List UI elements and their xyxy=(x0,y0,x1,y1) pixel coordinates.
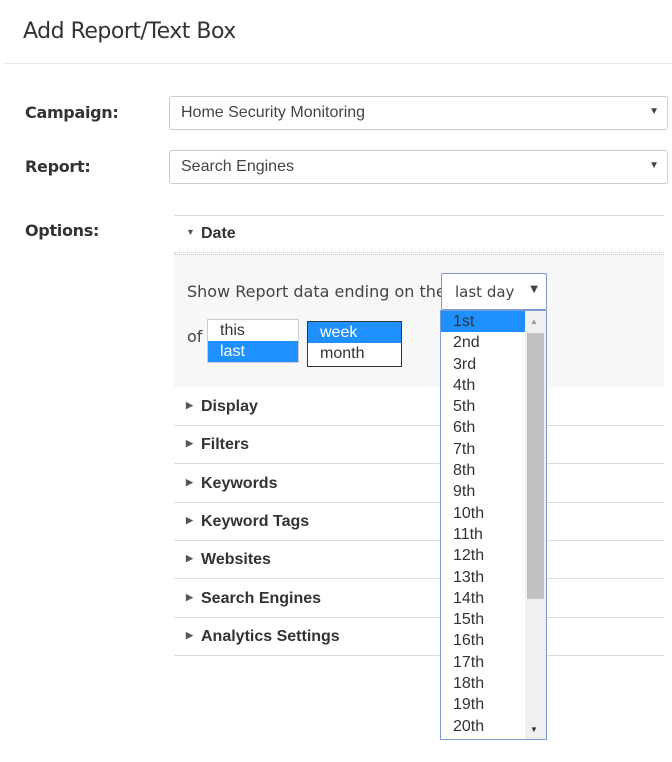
of-text: of xyxy=(187,327,203,346)
section-display-header[interactable]: ▶ Display xyxy=(174,388,664,426)
section-keyword-tags-header[interactable]: ▶ Keyword Tags xyxy=(174,503,664,541)
section-title: Keyword Tags xyxy=(201,512,310,530)
section-keywords-header[interactable]: ▶ Keywords xyxy=(174,465,664,503)
dropdown-scrollbar[interactable]: ▲ ▼ xyxy=(525,311,546,739)
day-option[interactable]: 10th xyxy=(453,504,485,522)
period-option-last[interactable]: last xyxy=(208,341,298,362)
day-option[interactable]: 18th xyxy=(453,675,485,693)
section-title: Websites xyxy=(201,551,271,569)
day-option[interactable]: 3rd xyxy=(453,355,477,373)
day-option[interactable]: 7th xyxy=(453,440,476,458)
day-option[interactable]: 12th xyxy=(453,547,485,565)
section-search-engines-header[interactable]: ▶ Search Engines xyxy=(174,580,664,618)
caret-right-icon: ▶ xyxy=(186,591,193,602)
section-analytics-settings-header[interactable]: ▶ Analytics Settings xyxy=(174,618,664,656)
campaign-label: Campaign: xyxy=(25,103,119,122)
day-option[interactable]: 14th xyxy=(453,589,485,607)
caret-right-icon: ▶ xyxy=(186,438,193,449)
day-option[interactable]: 4th xyxy=(453,376,476,394)
date-section-body: Show Report data ending on the last day ▼… xyxy=(174,254,664,387)
unit-listbox[interactable]: week month xyxy=(307,321,402,367)
day-option[interactable]: 5th xyxy=(453,398,476,416)
scroll-up-icon[interactable]: ▲ xyxy=(530,317,538,326)
chevron-down-icon: ▼ xyxy=(649,160,659,171)
accordion-top-border xyxy=(174,215,664,216)
section-title: Filters xyxy=(201,436,250,454)
section-title: Display xyxy=(201,398,258,415)
caret-right-icon: ▶ xyxy=(186,553,193,564)
ending-day-value: last day xyxy=(455,283,515,301)
day-option[interactable]: 16th xyxy=(453,632,485,650)
section-title: Date xyxy=(201,225,236,242)
day-option[interactable]: 17th xyxy=(453,653,485,671)
date-text: Show Report data ending on the xyxy=(187,282,446,301)
day-option[interactable]: 11th xyxy=(453,525,483,543)
day-option[interactable]: 13th xyxy=(453,568,485,586)
day-option[interactable]: 9th xyxy=(453,483,476,501)
period-option-this[interactable]: this xyxy=(220,322,245,339)
day-option[interactable]: 6th xyxy=(453,419,476,437)
scrollbar-thumb[interactable] xyxy=(527,333,544,599)
dialog-header: Add Report/Text Box xyxy=(4,0,672,64)
caret-right-icon: ▶ xyxy=(186,514,193,525)
unit-option-month[interactable]: month xyxy=(320,345,365,362)
day-option[interactable]: 1st xyxy=(441,311,525,333)
section-title: Keywords xyxy=(201,474,278,492)
caret-down-icon: ▼ xyxy=(186,227,195,237)
caret-right-icon: ▶ xyxy=(186,476,193,487)
dialog-title: Add Report/Text Box xyxy=(23,19,236,44)
section-title: Search Engines xyxy=(201,589,322,607)
section-title: Analytics Settings xyxy=(201,627,340,645)
scroll-down-icon[interactable]: ▼ xyxy=(530,725,538,734)
day-option[interactable]: 20th xyxy=(453,717,485,735)
campaign-select[interactable]: Home Security Monitoring ▼ xyxy=(169,96,668,130)
caret-right-icon: ▶ xyxy=(186,629,193,640)
caret-right-icon: ▶ xyxy=(186,400,193,410)
chevron-down-icon: ▼ xyxy=(649,106,659,117)
options-label: Options: xyxy=(25,221,100,240)
section-filters-header[interactable]: ▶ Filters xyxy=(174,426,664,465)
day-option[interactable]: 15th xyxy=(453,611,485,629)
report-value: Search Engines xyxy=(181,158,294,175)
day-option[interactable]: 19th xyxy=(453,696,485,714)
report-label: Report: xyxy=(25,157,91,176)
report-select[interactable]: Search Engines ▼ xyxy=(169,150,668,184)
ending-day-select[interactable]: last day ▼ xyxy=(441,273,547,310)
day-option[interactable]: 8th xyxy=(453,462,476,480)
chevron-down-icon: ▼ xyxy=(530,284,538,295)
section-date-header[interactable]: ▼ Date xyxy=(174,215,664,253)
unit-option-week[interactable]: week xyxy=(308,322,401,343)
period-listbox[interactable]: this last xyxy=(207,319,299,363)
campaign-value: Home Security Monitoring xyxy=(181,104,366,121)
day-option[interactable]: 2nd xyxy=(453,334,480,352)
section-websites-header[interactable]: ▶ Websites xyxy=(174,541,664,580)
ending-day-dropdown-list[interactable]: 1st 2nd 3rd 4th 5th 6th 7th 8th 9th 10th 11th 12th 1… xyxy=(440,310,547,740)
